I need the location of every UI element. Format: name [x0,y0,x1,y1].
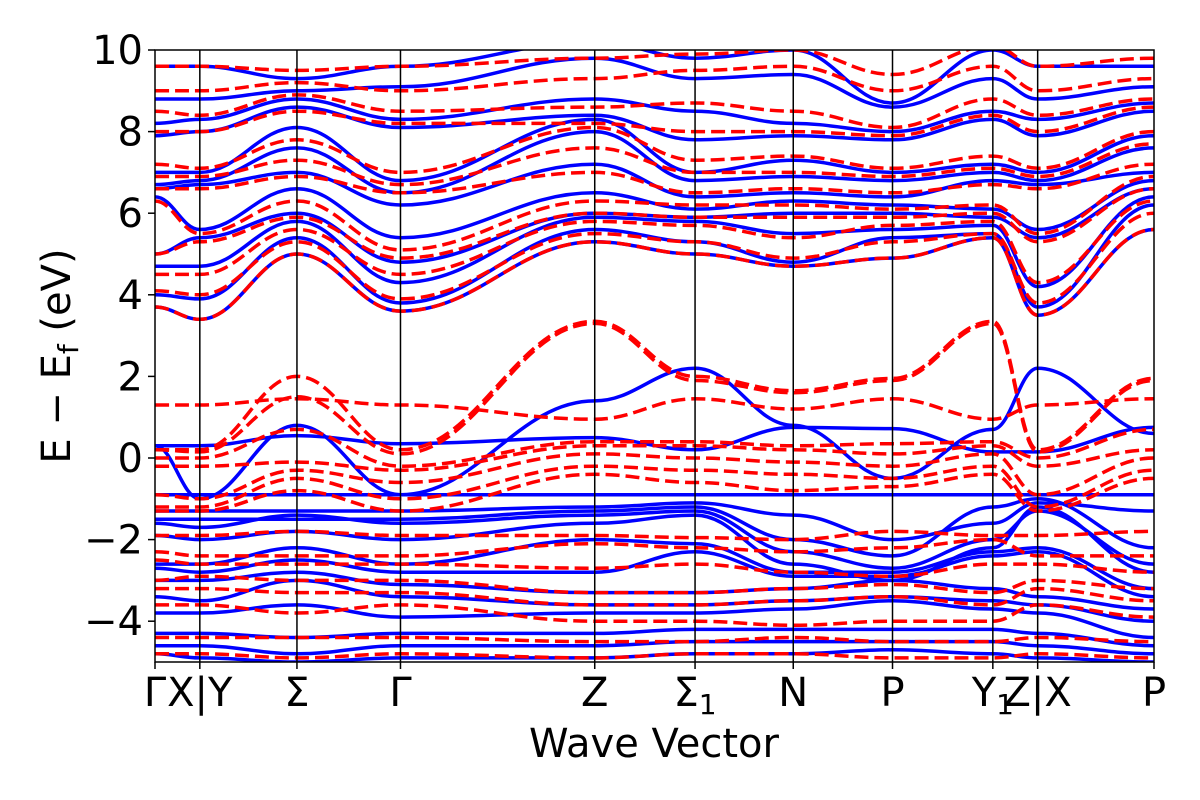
bands-layer [155,50,1154,662]
x-axis-ticks: Γ X|Y Σ Γ Z Σ1 N P Y1Z|X P [144,662,1166,721]
y-tick-label: 0 [118,436,143,482]
kpoint-label: Σ [284,670,309,716]
dashed-band-line [155,529,1154,542]
solid-band-line [155,162,1154,207]
dashed-band-line [155,105,1154,138]
y-tick-label: 2 [118,354,143,400]
solid-band-line [155,570,1154,611]
dashed-band-line [155,227,1154,322]
dashed-band-line [155,186,1154,260]
dashed-band-line [155,452,1154,501]
high-symmetry-lines [199,50,1039,662]
kpoint-label: Γ [144,670,167,716]
dashed-band-line [155,558,1154,579]
kpoint-label: X|Y [167,670,233,716]
dashed-band-line [155,464,1154,509]
dashed-band-line [155,635,1154,644]
kpoint-label: Σ1 [674,670,717,721]
plot-frame [154,49,1155,663]
dashed-band-line [155,652,1154,660]
dashed-band-line [155,142,1154,187]
y-axis-title-main: E − E [34,354,80,464]
kpoint-label: P [1142,670,1166,716]
y-tick-label: 6 [118,191,143,237]
dashed-band-line [155,93,1154,130]
y-axis-title-subscript: f [52,343,85,354]
y-tick-label: 4 [118,273,143,319]
dashed-band-line [155,586,1154,607]
kpoint-label: Γ [389,670,412,716]
y-tick-label: −2 [84,518,143,564]
y-axis-title: E − Ef (eV) [34,248,85,463]
kpoint-label: N [778,670,808,716]
y-tick-label: −4 [84,599,143,645]
dashed-band-line [155,603,1154,628]
solid-band-line [155,178,1154,240]
dashed-band-line [155,472,1154,513]
y-tick-label: 8 [118,110,143,156]
kpoint-label: Z [581,670,608,716]
dashed-band-line [155,125,1154,175]
dashed-band-line [155,537,1154,558]
dashed-band-line [155,174,1154,252]
dashed-band-line [155,427,1154,468]
solid-band-line [155,537,1154,591]
dashed-band-line [155,162,1154,195]
y-tick-label: 10 [92,28,143,74]
kpoint-label: Z|X [1004,670,1072,716]
solid-band-line [155,129,1154,195]
kpoint-label: P [880,670,904,716]
solid-band-line [155,117,1154,183]
kpoint-label: Y1 [971,670,1014,721]
solid-band-line [155,97,1154,134]
dashed-band-line [155,50,1154,77]
y-axis-title-unit: (eV) [34,248,80,344]
y-axis-ticks: −4 −2 0 2 4 6 8 10 [84,28,155,645]
solid-band-line [155,550,1154,599]
solid-band-line [155,627,1154,648]
solid-band-line [155,105,1154,142]
dashed-band-line [155,574,1154,595]
x-axis-title: Wave Vector [529,721,780,767]
